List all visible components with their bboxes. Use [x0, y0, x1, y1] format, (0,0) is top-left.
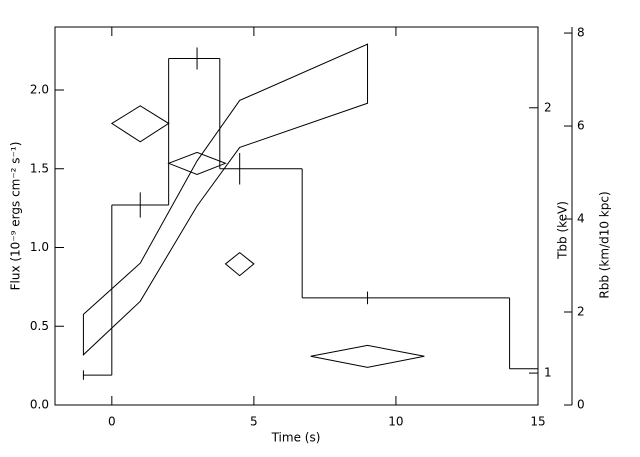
y3-axis-title: Rbb (km/d10 kpc) — [598, 191, 612, 298]
x-tick-label: 0 — [108, 415, 116, 429]
x-axis-title: Time (s) — [271, 431, 321, 445]
y2-tick-label: 2 — [544, 100, 552, 114]
temperature-diamond — [310, 344, 425, 368]
y2-tick-label: 1 — [544, 366, 552, 380]
y-tick-label: 0.5 — [30, 319, 49, 333]
temperature-diamond — [110, 105, 170, 143]
y3-tick-label: 8 — [577, 26, 585, 40]
plot-frame — [54, 26, 539, 406]
y3-tick-label: 0 — [577, 398, 585, 412]
y-tick-label: 1.5 — [30, 161, 49, 175]
y-tick-label: 2.0 — [30, 83, 49, 97]
x-tick-label: 10 — [388, 415, 403, 429]
y3-tick-label: 4 — [577, 212, 585, 226]
x-tick-label: 15 — [530, 415, 545, 429]
y-tick-label: 1.0 — [30, 240, 49, 254]
temperature-diamond — [167, 151, 227, 176]
temperature-diamond — [224, 251, 255, 277]
y3-tick-label: 6 — [577, 119, 585, 133]
radius-band — [82, 43, 369, 356]
y-tick-label: 0.0 — [30, 398, 49, 412]
y3-tick-label: 2 — [577, 305, 585, 319]
y2-axis-title: Tbb (keV) — [556, 201, 570, 260]
y-axis-title: Flux (10⁻⁹ ergs cm⁻² s⁻¹) — [9, 142, 23, 291]
x-tick-label: 5 — [250, 415, 258, 429]
